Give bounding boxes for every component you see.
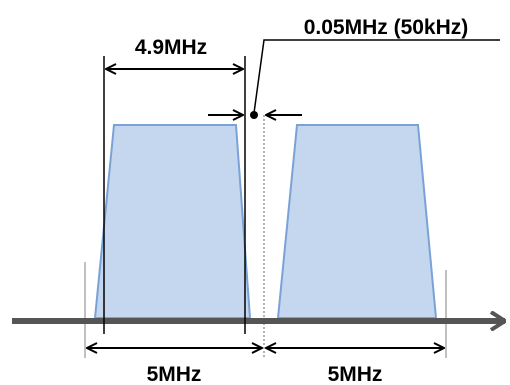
channel-left-label: 5MHz [147, 363, 202, 385]
channel-right-label: 5MHz [328, 363, 383, 385]
guard-leader-dot [250, 111, 258, 119]
bandwidth-label: 4.9MHz [135, 36, 207, 59]
guard-leader-line [253, 39, 500, 114]
guard-band-label: 0.05MHz (50kHz) [304, 16, 469, 39]
left-channel-band [93, 124, 252, 319]
right-channel-band [276, 124, 438, 319]
